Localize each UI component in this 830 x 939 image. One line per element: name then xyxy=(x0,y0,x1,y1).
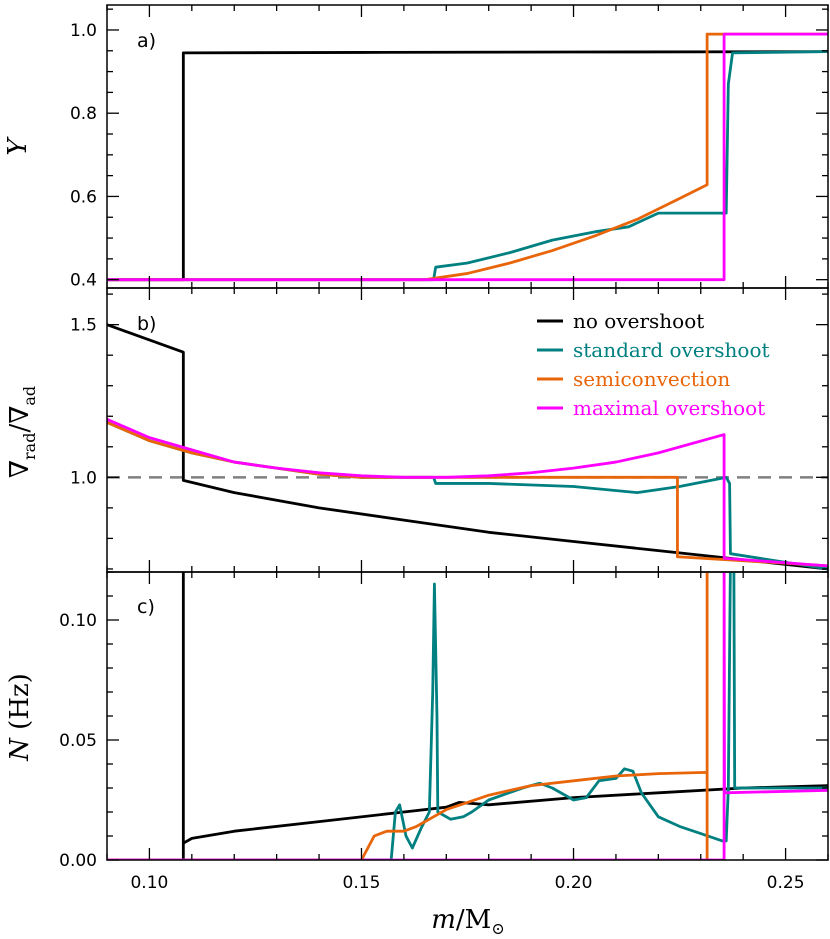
y-tick-label: 0.6 xyxy=(70,187,97,207)
series-line-maximal-overshoot xyxy=(107,32,828,282)
y-tick-label: 1.0 xyxy=(70,21,97,41)
panel-c-ylabel: N (Hz) xyxy=(5,673,35,762)
legend-entry-standard-overshoot: standard overshoot xyxy=(537,338,770,362)
y-tick-label: 1.5 xyxy=(70,316,97,336)
series-line-no-overshoot xyxy=(107,50,828,282)
legend-entry-semiconvection: semiconvection xyxy=(537,367,730,391)
series-line-standard-overshoot xyxy=(107,572,828,860)
panel-a-ylabel: Y xyxy=(3,136,33,156)
y-tick-label: 0.05 xyxy=(59,731,97,751)
series-line-maximal-overshoot xyxy=(107,572,828,860)
ylabel-slash-nabla: /∇ xyxy=(5,406,35,433)
ylabel-var-n: N xyxy=(5,737,35,762)
panel-c-frame xyxy=(106,571,829,861)
series-line-standard-overshoot xyxy=(107,50,828,282)
panel-a-label: a) xyxy=(137,30,156,52)
ylabel-sub-ad: ad xyxy=(20,386,39,406)
x-tick-label: 0.25 xyxy=(767,873,805,893)
x-tick-label: 0.15 xyxy=(343,873,381,893)
x-tick-label: 0.20 xyxy=(555,873,593,893)
panel-b-series xyxy=(107,323,828,571)
series-line-no-overshoot xyxy=(107,323,828,571)
panel-b-ylabel: ∇rad/∇ad xyxy=(5,386,39,478)
panel-c-label: c) xyxy=(137,596,155,618)
y-tick-label: 0.8 xyxy=(70,104,97,124)
series-line-standard-overshoot xyxy=(107,421,828,571)
xlabel-unit: /M xyxy=(456,905,491,935)
y-tick-label: 1.0 xyxy=(70,468,97,488)
ylabel-sub-rad: rad xyxy=(20,433,39,460)
legend-label: maximal overshoot xyxy=(573,396,765,420)
panel-a-series xyxy=(107,32,828,282)
panel-b-label: b) xyxy=(137,313,156,335)
series-line-maximal-overshoot xyxy=(107,418,828,568)
legend-label: no overshoot xyxy=(573,309,704,333)
xlabel-var-m: m xyxy=(431,905,456,935)
series-line-semiconvection xyxy=(107,32,828,282)
x-tick-label: 0.10 xyxy=(130,873,168,893)
panel-b-ticks: 1.0 1.5 xyxy=(70,288,829,572)
y-tick-label: 0.10 xyxy=(59,611,97,631)
series-line-no-overshoot xyxy=(107,572,828,860)
ylabel-nabla-rad: ∇ xyxy=(5,460,35,478)
y-tick-label: 0.00 xyxy=(59,851,97,871)
legend-entry-maximal-overshoot: maximal overshoot xyxy=(537,396,765,420)
panel-c-series xyxy=(107,572,828,860)
panel-a-frame xyxy=(106,4,829,289)
series-line-semiconvection xyxy=(107,421,828,568)
xlabel-sun-symbol: ⊙ xyxy=(491,919,504,938)
panel-a: 0.4 0.6 0.8 1.0 a) Y xyxy=(3,4,829,291)
legend-entry-no-overshoot: no overshoot xyxy=(537,309,704,333)
legend-label: semiconvection xyxy=(573,367,730,391)
series-line-semiconvection xyxy=(107,572,709,860)
y-tick-label: 0.4 xyxy=(70,271,97,291)
ylabel-unit-hz: (Hz) xyxy=(5,673,35,738)
x-axis-label: m/M⊙ xyxy=(431,905,504,938)
legend-label: standard overshoot xyxy=(573,338,770,362)
panel-b: 1.0 1.5 b) ∇rad/∇ad no overshoot standard… xyxy=(5,287,829,573)
legend: no overshoot standard overshoot semiconv… xyxy=(537,309,770,420)
panel-c-ticks: 0.00 0.05 0.10 0.10 0.15 0.20 0.25 xyxy=(59,571,829,893)
panel-a-ticks: 0.4 0.6 0.8 1.0 xyxy=(70,5,829,291)
panel-c: 0.00 0.05 0.10 0.10 0.15 0.20 0.25 c) N (Hz) m… xyxy=(5,571,829,938)
